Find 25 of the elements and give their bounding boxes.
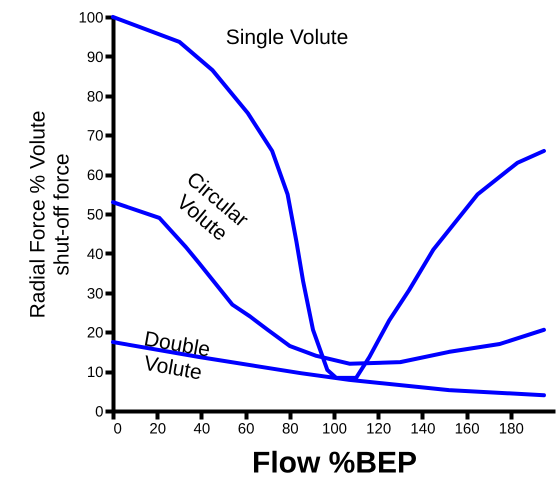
- x-tick-label: 20: [149, 420, 166, 438]
- y-tick-label: 50: [86, 206, 104, 224]
- y-tick-label: 20: [86, 324, 104, 342]
- x-tick-label: 100: [322, 420, 348, 438]
- y-tick-label: 80: [86, 88, 104, 106]
- x-tick-label: 0: [114, 420, 122, 438]
- y-tick-label: 40: [86, 246, 104, 263]
- x-tick-label: 140: [410, 420, 436, 438]
- y-tick-label: 0: [95, 404, 104, 420]
- x-tick-label: 180: [498, 420, 524, 438]
- y-axis-title: Radial Force % Volute shut-off force: [26, 110, 74, 318]
- x-tick-label: 60: [238, 420, 254, 438]
- y-tick-label: 100: [78, 10, 104, 26]
- y-tick-label: 30: [86, 285, 104, 302]
- x-tick-label: 40: [194, 420, 210, 438]
- annotation: Single Volute: [226, 26, 348, 49]
- y-tick-label: 10: [86, 364, 104, 382]
- y-tick-label: 90: [86, 48, 104, 66]
- y-tick-label: 60: [86, 167, 104, 184]
- annotation: Double Volute: [142, 327, 212, 385]
- x-tick-label: 80: [282, 420, 299, 438]
- x-tick-label: 120: [366, 420, 392, 438]
- x-tick-label: 160: [454, 420, 480, 438]
- y-tick-label: 70: [86, 128, 104, 145]
- x-axis-title: Flow %BEP: [252, 446, 418, 480]
